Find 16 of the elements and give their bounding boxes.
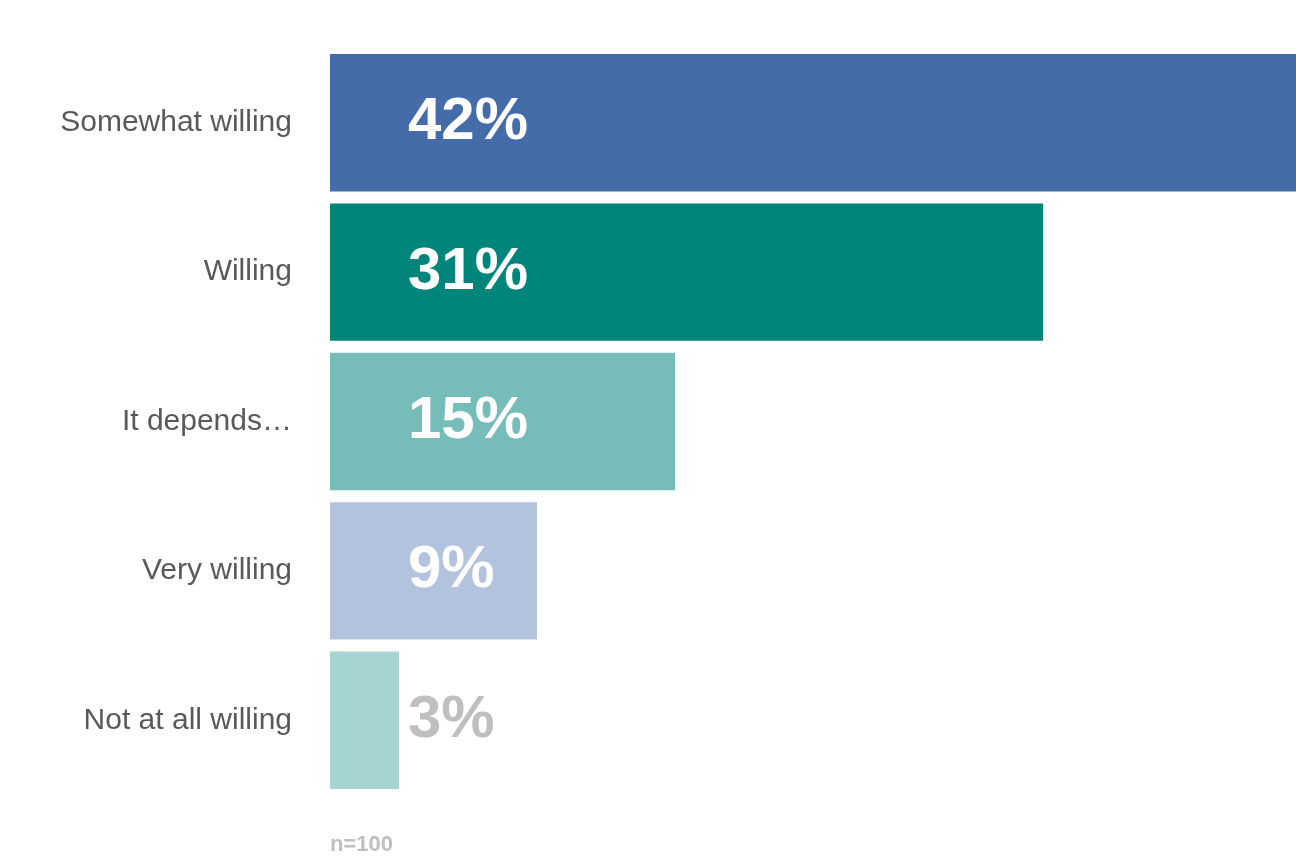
y-tick-label: Very willing bbox=[141, 552, 292, 586]
data-label: 42% bbox=[408, 85, 529, 153]
data-label: 31% bbox=[408, 234, 529, 302]
data-label: 15% bbox=[408, 384, 529, 452]
bar bbox=[330, 352, 675, 491]
bar bbox=[330, 502, 537, 640]
bar bbox=[330, 651, 399, 790]
data-label: 9% bbox=[408, 533, 495, 601]
y-tick-label: Somewhat willing bbox=[60, 103, 292, 137]
bar bbox=[330, 53, 1296, 192]
data-label: 3% bbox=[408, 682, 495, 750]
y-tick-label: Willing bbox=[203, 253, 292, 287]
y-tick-label: It depends… bbox=[121, 402, 292, 436]
bar bbox=[330, 203, 1043, 341]
y-tick-label: Not at all willing bbox=[83, 701, 292, 735]
text: n=100 bbox=[330, 831, 393, 856]
